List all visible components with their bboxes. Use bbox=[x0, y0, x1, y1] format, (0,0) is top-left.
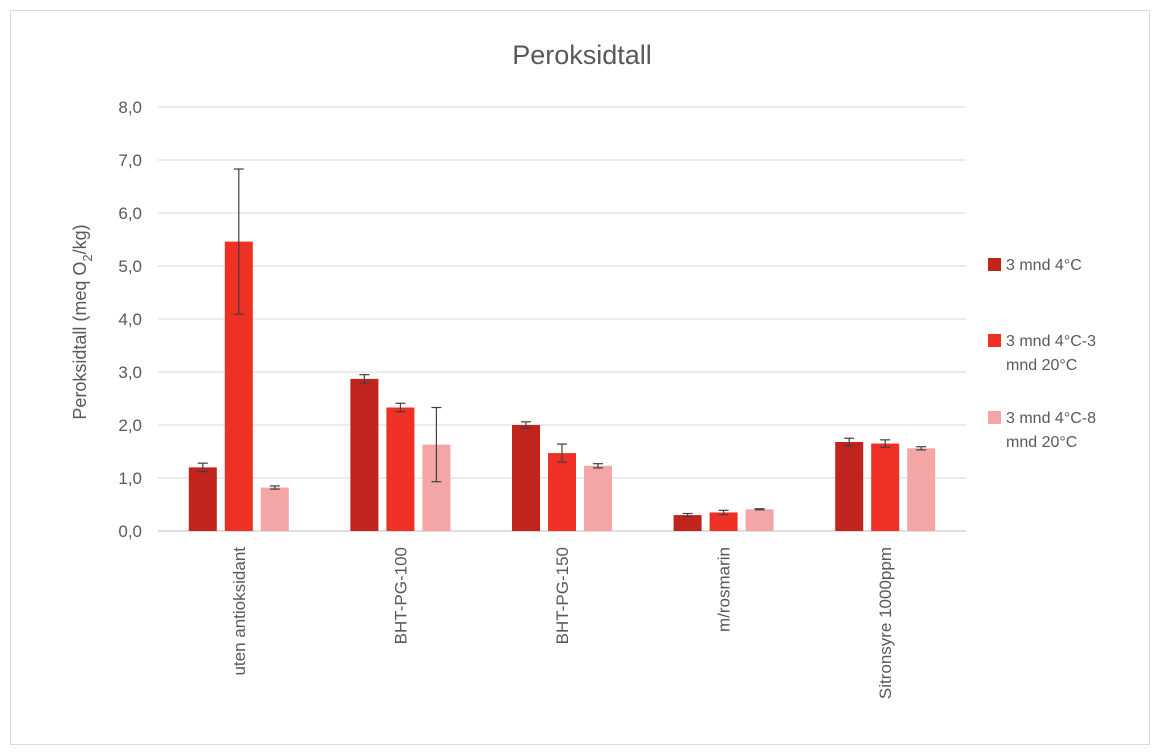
bar bbox=[673, 515, 702, 531]
legend-label: 3 mnd 4°C bbox=[1006, 257, 1082, 274]
x-tick-label: BHT-PG-100 bbox=[391, 547, 410, 644]
legend-label: 3 mnd 4°C-8 bbox=[1006, 410, 1096, 427]
legend-swatch bbox=[988, 334, 1001, 347]
x-tick-label: uten antioksidant bbox=[230, 547, 249, 676]
legend-swatch bbox=[988, 258, 1001, 271]
bar bbox=[835, 441, 864, 531]
bar bbox=[512, 425, 540, 531]
bar bbox=[871, 443, 900, 531]
bar bbox=[386, 407, 415, 531]
y-tick-label: 3,0 bbox=[118, 363, 142, 382]
y-tick-label: 8,0 bbox=[118, 98, 142, 117]
y-tick-label: 6,0 bbox=[118, 204, 142, 223]
bar bbox=[260, 487, 289, 531]
y-tick-label: 5,0 bbox=[118, 257, 142, 276]
bar bbox=[709, 512, 738, 531]
y-tick-labels: 0,0 1,0 2,0 3,0 4,0 5,0 6,0 7,0 8,0 bbox=[118, 98, 142, 541]
chart-title: Peroksidtall bbox=[512, 40, 652, 70]
legend-swatch bbox=[988, 411, 1001, 424]
legend-label: 3 mnd 4°C-3 bbox=[1006, 333, 1096, 350]
chart-frame bbox=[10, 10, 1150, 745]
error-bars bbox=[197, 168, 927, 518]
x-tick-label: Sitronsyre 1000ppm bbox=[876, 547, 895, 699]
y-tick-label: 0,0 bbox=[118, 522, 142, 541]
bar bbox=[584, 465, 612, 531]
x-tick-labels: uten antioksidant BHT-PG-100 BHT-PG-150 m/r… bbox=[230, 547, 895, 699]
bars bbox=[188, 241, 936, 531]
bar bbox=[548, 453, 576, 531]
gridlines bbox=[158, 106, 966, 532]
y-tick-label: 1,0 bbox=[118, 469, 142, 488]
bar bbox=[350, 378, 379, 531]
legend: 3 mnd 4°C 3 mnd 4°C-3 mnd 20°C 3 mnd 4°C-8 m… bbox=[988, 257, 1096, 451]
x-tick-label: m/rosmarin bbox=[715, 547, 734, 632]
y-tick-label: 7,0 bbox=[118, 151, 142, 170]
y-tick-label: 2,0 bbox=[118, 416, 142, 435]
y-tick-label: 4,0 bbox=[118, 310, 142, 329]
bar bbox=[907, 448, 936, 531]
bar bbox=[188, 467, 217, 531]
x-tick-label: BHT-PG-150 bbox=[553, 547, 572, 644]
bar bbox=[745, 509, 774, 531]
legend-label: mnd 20°C bbox=[1006, 434, 1077, 451]
legend-label: mnd 20°C bbox=[1006, 357, 1077, 374]
y-axis-label: Peroksidtall (meq O2/kg) bbox=[70, 224, 95, 419]
